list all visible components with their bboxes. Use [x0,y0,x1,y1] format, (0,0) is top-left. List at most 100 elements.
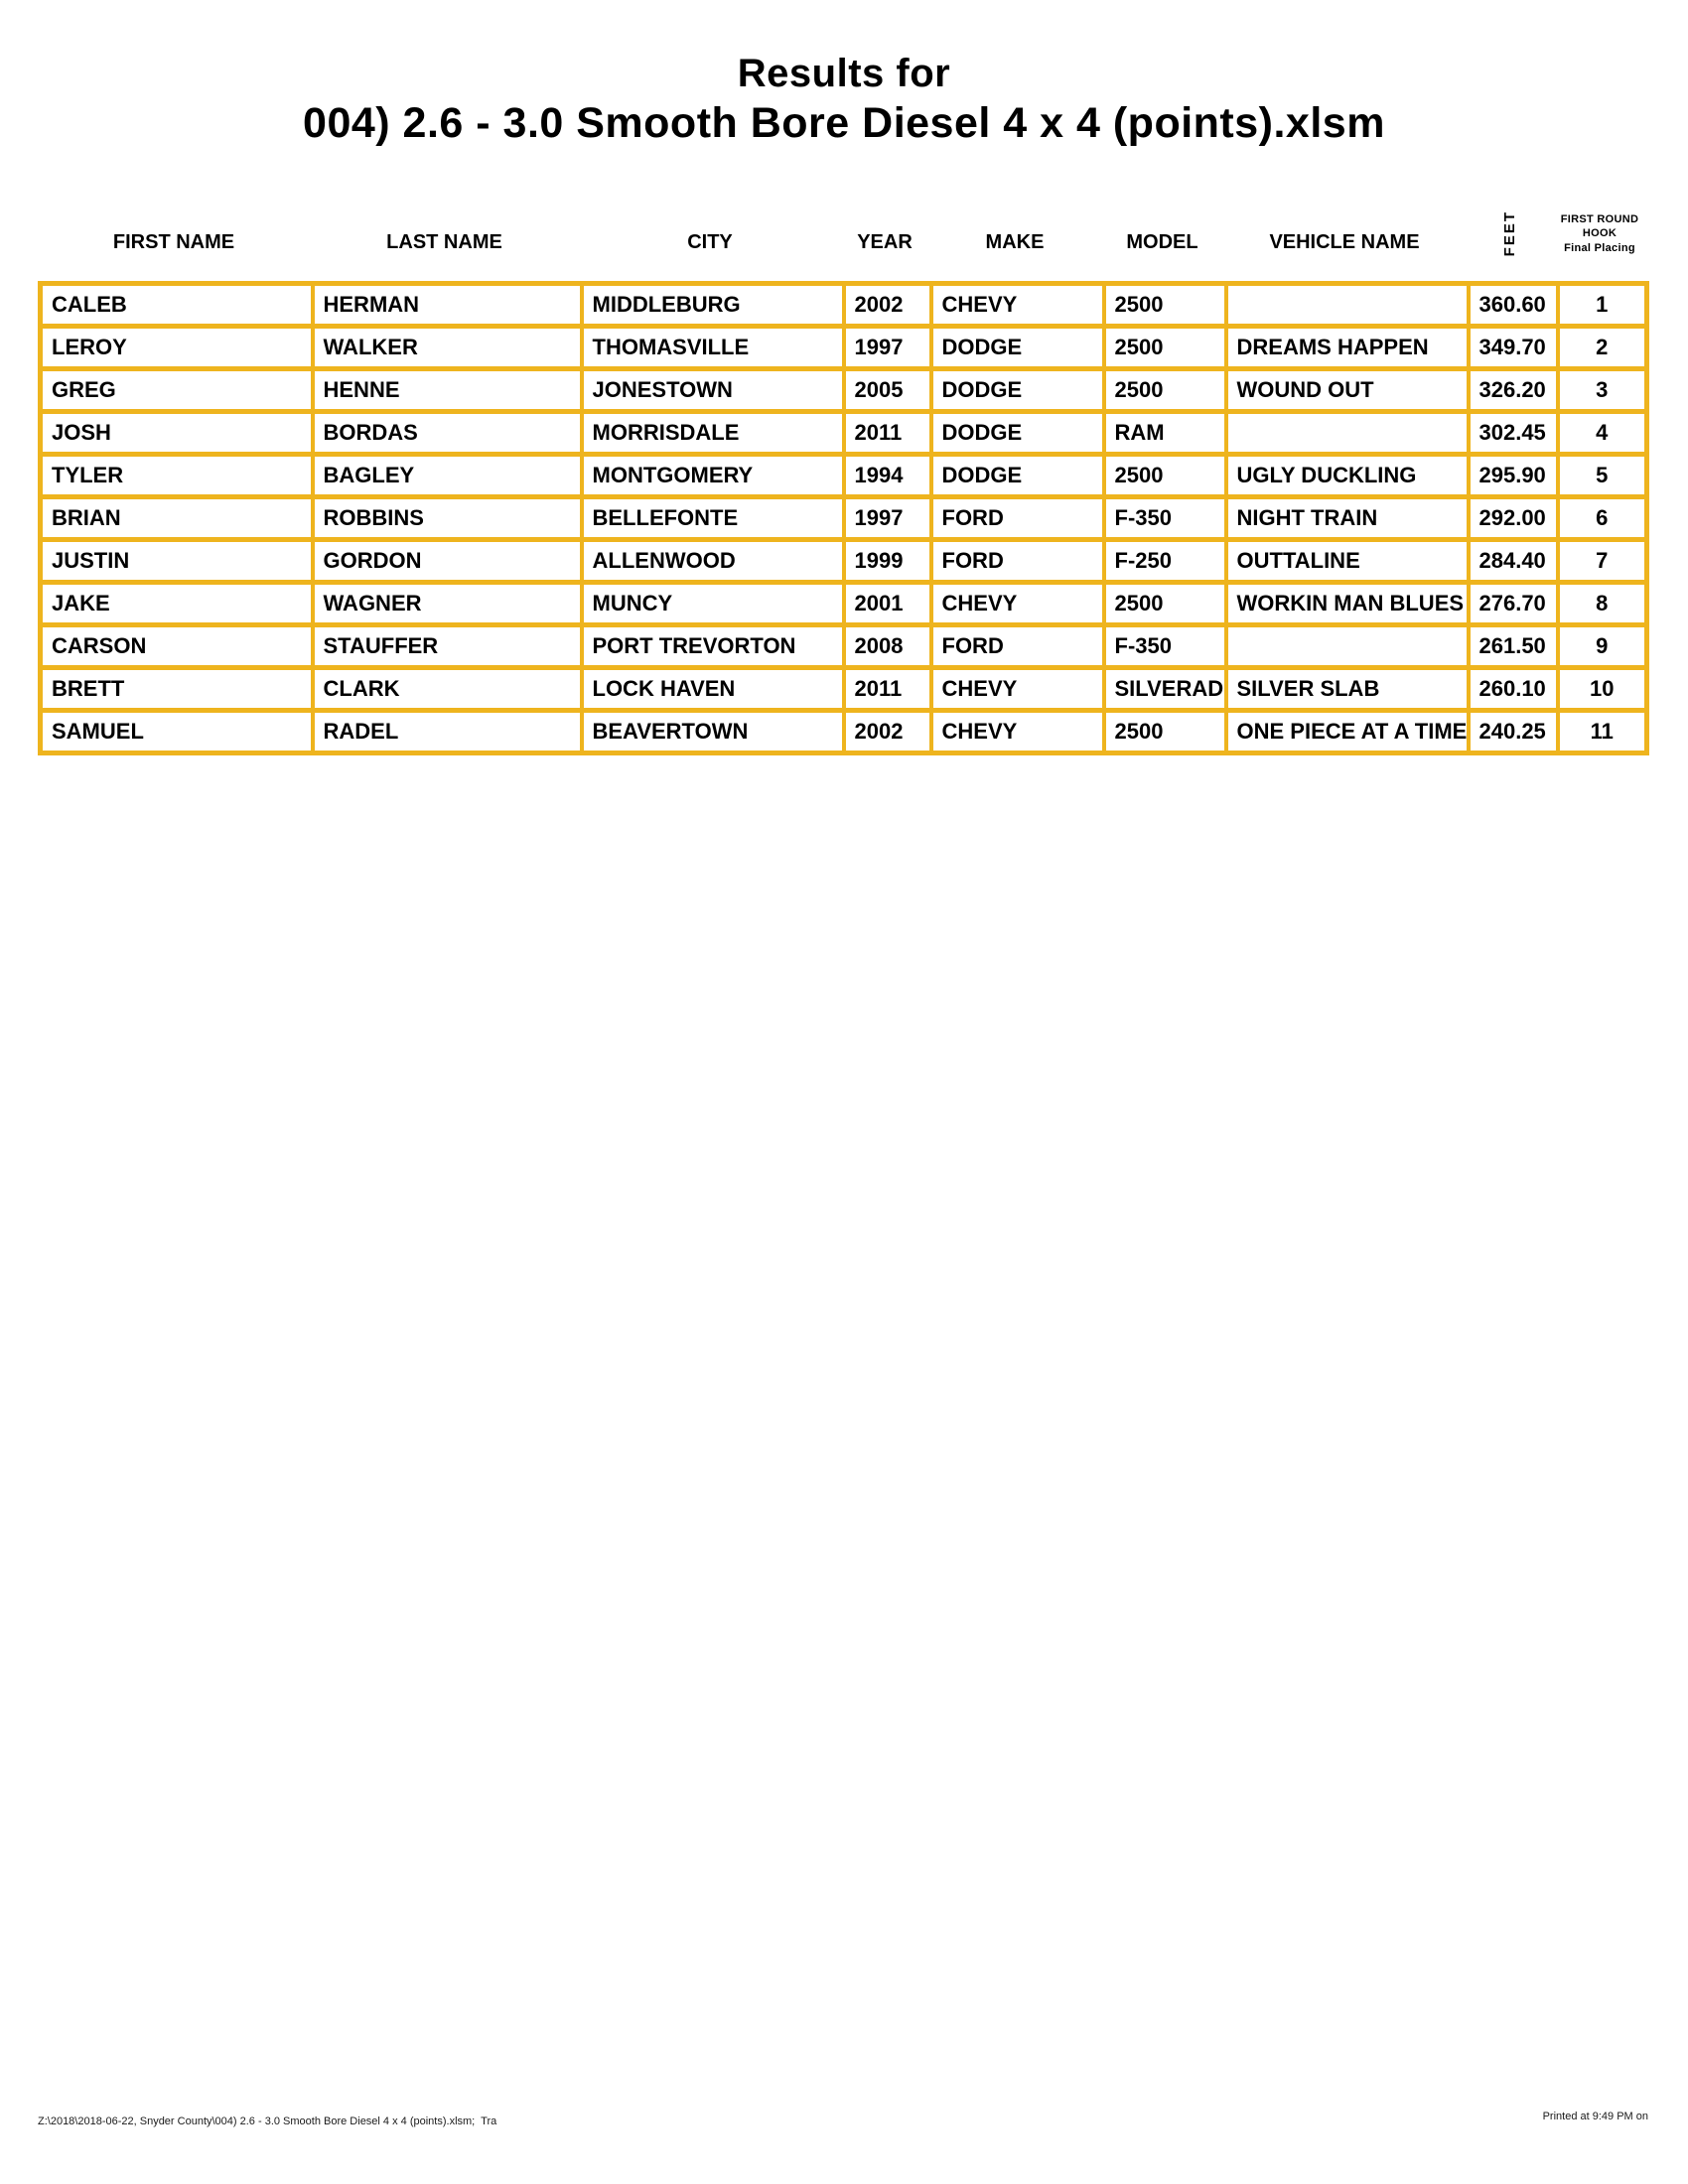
cell-city: ALLENWOOD [579,537,846,585]
cell-city: LOCK HAVEN [579,665,846,713]
cell-feet: 360.60 [1466,281,1560,329]
report-title: Results for [737,52,951,95]
cell-placing: 5 [1555,452,1649,499]
cell-vehicle-name: SILVER SLAB [1223,665,1471,713]
cell-first-name: GREG [38,366,315,414]
table-row: LEROY WALKER THOMASVILLE 1997 DODGE 2500 DREAM… [38,324,1649,371]
cell-year: 2011 [841,665,933,713]
cell-vehicle-name: OUTTALINE [1223,537,1471,585]
feet-rotated-label: FEET [1500,209,1518,256]
cell-feet: 260.10 [1466,665,1560,713]
cell-make: CHEVY [928,665,1106,713]
cell-feet: 295.90 [1466,452,1560,499]
header-feet: FEET [1466,199,1555,256]
cell-placing: 8 [1555,580,1649,627]
header-final-placing-line2: HOOK [1582,227,1618,240]
cell-model: 2500 [1101,708,1228,755]
cell-last-name: BAGLEY [310,452,584,499]
cell-placing: 11 [1555,708,1649,755]
cell-model: RAM [1101,409,1228,457]
cell-make: DODGE [928,324,1106,371]
cell-make: CHEVY [928,708,1106,755]
table-row: CARSON STAUFFER PORT TREVORTON 2008 FORD F-35… [38,622,1649,670]
cell-year: 1997 [841,324,933,371]
cell-feet: 292.00 [1466,494,1560,542]
cell-vehicle-name: UGLY DUCKLING [1223,452,1471,499]
cell-placing: 4 [1555,409,1649,457]
footer-printed-time: Printed at 9:49 PM on [1542,2111,1648,2122]
cell-year: 2011 [841,409,933,457]
cell-last-name: HERMAN [310,281,584,329]
cell-year: 1994 [841,452,933,499]
cell-model: 2500 [1101,324,1228,371]
header-city: CITY [687,231,733,253]
cell-city: MUNCY [579,580,846,627]
cell-year: 2002 [841,708,933,755]
table-row: BRIAN ROBBINS BELLEFONTE 1997 FORD F-350 NIGHT… [38,494,1649,542]
cell-model: SILVERADO [1101,665,1228,713]
cell-vehicle-name [1223,409,1471,457]
results-table-body: CALEB HERMAN MIDDLEBURG 2002 CHEVY 2500 360.60… [38,281,1649,755]
cell-make: FORD [928,537,1106,585]
cell-model: F-250 [1101,537,1228,585]
cell-make: DODGE [928,409,1106,457]
cell-make: DODGE [928,366,1106,414]
cell-last-name: STAUFFER [310,622,584,670]
header-final-placing-line1: FIRST ROUND [1560,213,1639,226]
cell-vehicle-name: NIGHT TRAIN [1223,494,1471,542]
cell-vehicle-name: WORKIN MAN BLUES [1223,580,1471,627]
cell-placing: 3 [1555,366,1649,414]
cell-first-name: JAKE [38,580,315,627]
cell-placing: 1 [1555,281,1649,329]
cell-placing: 6 [1555,494,1649,542]
table-row: JOSH BORDAS MORRISDALE 2011 DODGE RAM 302.45 4 [38,409,1649,457]
cell-last-name: HENNE [310,366,584,414]
cell-placing: 7 [1555,537,1649,585]
cell-first-name: BRETT [38,665,315,713]
cell-feet: 349.70 [1466,324,1560,371]
cell-city: JONESTOWN [579,366,846,414]
cell-year: 2002 [841,281,933,329]
cell-vehicle-name [1223,281,1471,329]
cell-last-name: BORDAS [310,409,584,457]
header-year: YEAR [857,231,913,253]
header-final-placing-line3: Final Placing [1564,241,1635,254]
header-final-placing: FIRST ROUND HOOK Final Placing [1555,212,1644,256]
cell-first-name: JUSTIN [38,537,315,585]
cell-year: 1997 [841,494,933,542]
cell-make: CHEVY [928,281,1106,329]
cell-year: 1999 [841,537,933,585]
cell-city: MORRISDALE [579,409,846,457]
table-row: TYLER BAGLEY MONTGOMERY 1994 DODGE 2500 UGLY D… [38,452,1649,499]
table-row: GREG HENNE JONESTOWN 2005 DODGE 2500 WOUND OUT… [38,366,1649,414]
cell-model: 2500 [1101,281,1228,329]
results-table: CALEB HERMAN MIDDLEBURG 2002 CHEVY 2500 360.60… [38,281,1649,755]
cell-vehicle-name: WOUND OUT [1223,366,1471,414]
cell-first-name: CARSON [38,622,315,670]
footer-file-path: Z:\2018\2018-06-22, Snyder County\004) 2… [38,2116,497,2127]
cell-feet: 302.45 [1466,409,1560,457]
cell-model: 2500 [1101,452,1228,499]
cell-first-name: JOSH [38,409,315,457]
header-first-name: FIRST NAME [112,231,235,253]
cell-last-name: WALKER [310,324,584,371]
table-row: CALEB HERMAN MIDDLEBURG 2002 CHEVY 2500 360.60… [38,281,1649,329]
cell-model: 2500 [1101,580,1228,627]
cell-year: 2001 [841,580,933,627]
cell-last-name: RADEL [310,708,584,755]
cell-vehicle-name [1223,622,1471,670]
header-vehicle-name: VEHICLE NAME [1269,231,1420,253]
cell-year: 2005 [841,366,933,414]
header-make: MAKE [985,231,1045,253]
cell-last-name: CLARK [310,665,584,713]
cell-make: FORD [928,494,1106,542]
cell-feet: 261.50 [1466,622,1560,670]
cell-make: CHEVY [928,580,1106,627]
cell-vehicle-name: DREAMS HAPPEN [1223,324,1471,371]
cell-make: DODGE [928,452,1106,499]
cell-city: MONTGOMERY [579,452,846,499]
cell-city: BELLEFONTE [579,494,846,542]
cell-model: F-350 [1101,494,1228,542]
